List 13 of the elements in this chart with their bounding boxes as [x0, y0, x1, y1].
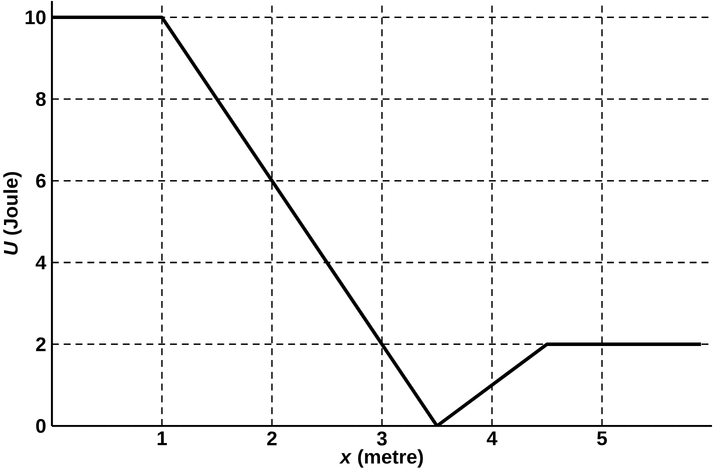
- y-tick-label: 6: [36, 174, 46, 188]
- x-tick-label: 5: [597, 432, 607, 446]
- y-tick-label: 0: [36, 419, 46, 433]
- x-tick-label: 1: [158, 432, 167, 446]
- x-tick-label: 3: [376, 432, 387, 446]
- y-tick-label: 4: [36, 256, 46, 270]
- y-tick-label: 8: [36, 92, 46, 106]
- y-tick-label: 10: [26, 10, 46, 24]
- y-tick-label: 2: [36, 337, 46, 352]
- x-axis-title: x (metre): [339, 449, 423, 468]
- x-tick-label: 4: [486, 432, 498, 446]
- x-tick-label: 2: [267, 432, 277, 446]
- y-axis-title: U (Joule): [3, 172, 22, 255]
